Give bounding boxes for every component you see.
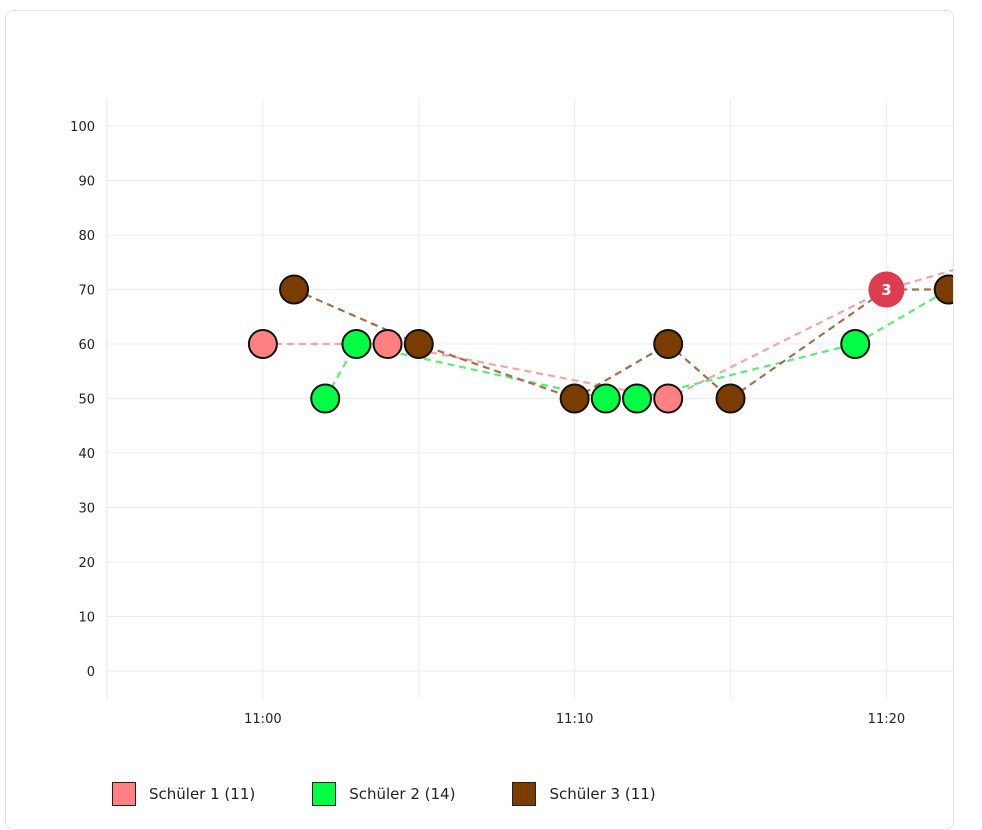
y-tick-label: 90: [78, 175, 95, 190]
y-tick-label: 10: [78, 611, 95, 626]
y-tick-label: 100: [70, 120, 95, 135]
y-tick-label: 30: [78, 502, 95, 517]
cluster-marker[interactable]: [868, 271, 905, 308]
data-point-series-2[interactable]: [840, 329, 871, 359]
legend-swatch: [512, 782, 537, 806]
legend-label: Schüler 2 (14): [349, 785, 456, 803]
y-tick-label: 50: [78, 393, 95, 408]
legend-label: Schüler 1 (11): [149, 785, 256, 803]
data-point-series-2[interactable]: [310, 383, 341, 414]
x-tick-label: 11:10: [556, 712, 593, 727]
data-point-series-2[interactable]: [622, 383, 652, 414]
y-tick-label: 40: [78, 447, 95, 462]
legend-swatch: [312, 782, 337, 806]
data-point-series-3[interactable]: [715, 383, 746, 414]
axes: 0 10 20 30 40 50 60 70 80 90 100 11:00 11:10 11:20: [70, 120, 905, 727]
data-point-series-1[interactable]: [372, 329, 403, 359]
chart: 3 0 10 20 30 40 50 60 70 80 90 100 11:00 11:10 11:20: [70, 99, 954, 727]
data-point-series-3[interactable]: [279, 274, 310, 305]
data-point-series-3[interactable]: [933, 274, 954, 305]
data-point-series-2[interactable]: [590, 383, 621, 414]
chart-card: 3 0 10 20 30 40 50 60 70 80 90 100 11:00 11:10 11:20 …: [5, 10, 954, 830]
cluster-count: 3: [881, 281, 891, 299]
y-tick-label: 20: [78, 556, 95, 571]
cluster-markers: 3: [868, 271, 905, 308]
y-tick-label: 0: [87, 665, 95, 680]
legend-label: Schüler 3 (11): [549, 785, 656, 803]
data-point-series-1[interactable]: [247, 329, 278, 359]
legend-item-series-1[interactable]: Schüler 1 (11): [112, 782, 255, 806]
y-tick-label: 60: [78, 338, 95, 353]
legend: Schüler 1 (11) Schüler 2 (14) Schüler 3 (1…: [112, 782, 713, 806]
y-tick-label: 70: [78, 284, 95, 299]
data-point-series-2[interactable]: [341, 329, 372, 359]
data-point-series-3[interactable]: [403, 329, 434, 359]
series-points: [247, 274, 954, 414]
y-tick-label: 80: [78, 229, 95, 244]
legend-item-series-2[interactable]: Schüler 2 (14): [312, 782, 455, 806]
legend-item-series-3[interactable]: Schüler 3 (11): [512, 782, 656, 806]
x-tick-label: 11:20: [868, 712, 905, 727]
legend-swatch: [112, 782, 136, 806]
grid: [106, 99, 953, 699]
data-point-series-1[interactable]: [653, 383, 684, 414]
x-tick-label: 11:00: [244, 712, 281, 727]
data-point-series-3[interactable]: [653, 329, 684, 359]
data-point-series-3[interactable]: [559, 383, 590, 414]
